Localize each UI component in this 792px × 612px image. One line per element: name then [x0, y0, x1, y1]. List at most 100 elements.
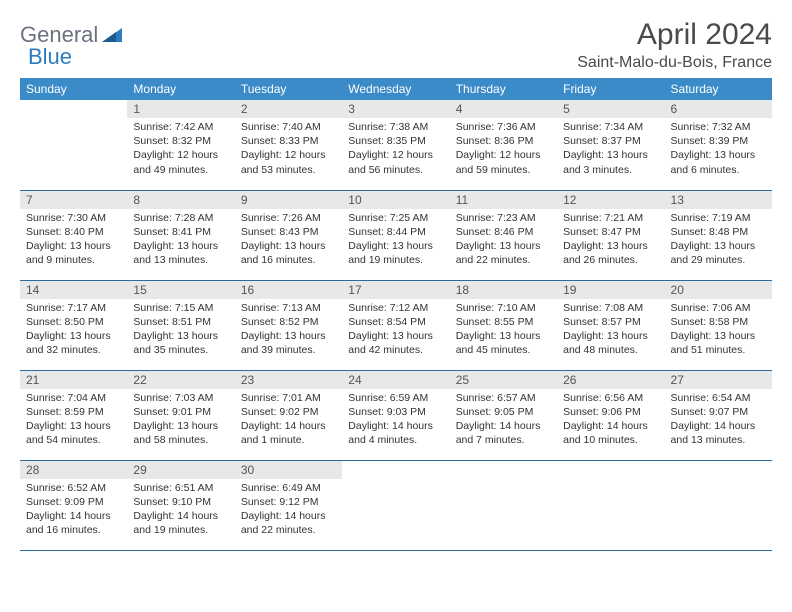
day-content: Sunrise: 7:32 AMSunset: 8:39 PMDaylight:…: [665, 118, 772, 181]
day-number: 22: [127, 371, 234, 389]
day-content: Sunrise: 7:17 AMSunset: 8:50 PMDaylight:…: [20, 299, 127, 362]
calendar-cell: 20Sunrise: 7:06 AMSunset: 8:58 PMDayligh…: [665, 280, 772, 370]
day-number: 3: [342, 100, 449, 118]
calendar-cell: [20, 100, 127, 190]
calendar-cell: 28Sunrise: 6:52 AMSunset: 9:09 PMDayligh…: [20, 460, 127, 550]
day-number: 13: [665, 191, 772, 209]
day-content: Sunrise: 7:06 AMSunset: 8:58 PMDaylight:…: [665, 299, 772, 362]
day-number: 28: [20, 461, 127, 479]
calendar-cell: 14Sunrise: 7:17 AMSunset: 8:50 PMDayligh…: [20, 280, 127, 370]
calendar-cell: 19Sunrise: 7:08 AMSunset: 8:57 PMDayligh…: [557, 280, 664, 370]
calendar-cell: 6Sunrise: 7:32 AMSunset: 8:39 PMDaylight…: [665, 100, 772, 190]
day-number: 21: [20, 371, 127, 389]
calendar-cell: [557, 460, 664, 550]
calendar-cell: 7Sunrise: 7:30 AMSunset: 8:40 PMDaylight…: [20, 190, 127, 280]
calendar-cell: 4Sunrise: 7:36 AMSunset: 8:36 PMDaylight…: [450, 100, 557, 190]
weekday-header-row: Sunday Monday Tuesday Wednesday Thursday…: [20, 78, 772, 100]
day-content: Sunrise: 6:57 AMSunset: 9:05 PMDaylight:…: [450, 389, 557, 452]
day-number: 15: [127, 281, 234, 299]
calendar-cell: 1Sunrise: 7:42 AMSunset: 8:32 PMDaylight…: [127, 100, 234, 190]
day-number: 18: [450, 281, 557, 299]
day-content: Sunrise: 7:38 AMSunset: 8:35 PMDaylight:…: [342, 118, 449, 181]
day-content: Sunrise: 7:25 AMSunset: 8:44 PMDaylight:…: [342, 209, 449, 272]
day-content: Sunrise: 7:42 AMSunset: 8:32 PMDaylight:…: [127, 118, 234, 181]
weekday-header: Monday: [127, 78, 234, 100]
calendar-cell: 9Sunrise: 7:26 AMSunset: 8:43 PMDaylight…: [235, 190, 342, 280]
day-content: Sunrise: 7:40 AMSunset: 8:33 PMDaylight:…: [235, 118, 342, 181]
weekday-header: Wednesday: [342, 78, 449, 100]
calendar-cell: 16Sunrise: 7:13 AMSunset: 8:52 PMDayligh…: [235, 280, 342, 370]
calendar-cell: 2Sunrise: 7:40 AMSunset: 8:33 PMDaylight…: [235, 100, 342, 190]
day-number: 29: [127, 461, 234, 479]
day-content: Sunrise: 7:13 AMSunset: 8:52 PMDaylight:…: [235, 299, 342, 362]
day-number: 4: [450, 100, 557, 118]
calendar-cell: 18Sunrise: 7:10 AMSunset: 8:55 PMDayligh…: [450, 280, 557, 370]
day-content: Sunrise: 7:26 AMSunset: 8:43 PMDaylight:…: [235, 209, 342, 272]
day-number: 2: [235, 100, 342, 118]
day-number: 1: [127, 100, 234, 118]
calendar-week-row: 1Sunrise: 7:42 AMSunset: 8:32 PMDaylight…: [20, 100, 772, 190]
month-title: April 2024: [577, 18, 772, 52]
day-number: 24: [342, 371, 449, 389]
weekday-header: Thursday: [450, 78, 557, 100]
calendar-cell: 23Sunrise: 7:01 AMSunset: 9:02 PMDayligh…: [235, 370, 342, 460]
day-number: 25: [450, 371, 557, 389]
calendar-cell: 3Sunrise: 7:38 AMSunset: 8:35 PMDaylight…: [342, 100, 449, 190]
day-number: 11: [450, 191, 557, 209]
day-content: Sunrise: 7:10 AMSunset: 8:55 PMDaylight:…: [450, 299, 557, 362]
day-content: Sunrise: 7:36 AMSunset: 8:36 PMDaylight:…: [450, 118, 557, 181]
calendar-cell: 26Sunrise: 6:56 AMSunset: 9:06 PMDayligh…: [557, 370, 664, 460]
header: General April 2024 Saint-Malo-du-Bois, F…: [20, 18, 772, 72]
calendar-cell: 25Sunrise: 6:57 AMSunset: 9:05 PMDayligh…: [450, 370, 557, 460]
day-content: Sunrise: 7:12 AMSunset: 8:54 PMDaylight:…: [342, 299, 449, 362]
calendar-cell: 24Sunrise: 6:59 AMSunset: 9:03 PMDayligh…: [342, 370, 449, 460]
weekday-header: Tuesday: [235, 78, 342, 100]
day-number: 12: [557, 191, 664, 209]
calendar-week-row: 28Sunrise: 6:52 AMSunset: 9:09 PMDayligh…: [20, 460, 772, 550]
day-number: 26: [557, 371, 664, 389]
day-content: Sunrise: 7:23 AMSunset: 8:46 PMDaylight:…: [450, 209, 557, 272]
day-content: Sunrise: 6:52 AMSunset: 9:09 PMDaylight:…: [20, 479, 127, 542]
day-content: Sunrise: 7:04 AMSunset: 8:59 PMDaylight:…: [20, 389, 127, 452]
calendar-cell: [665, 460, 772, 550]
calendar-cell: 29Sunrise: 6:51 AMSunset: 9:10 PMDayligh…: [127, 460, 234, 550]
calendar-cell: 5Sunrise: 7:34 AMSunset: 8:37 PMDaylight…: [557, 100, 664, 190]
day-content: Sunrise: 7:34 AMSunset: 8:37 PMDaylight:…: [557, 118, 664, 181]
location-label: Saint-Malo-du-Bois, France: [577, 54, 772, 72]
day-number: 7: [20, 191, 127, 209]
calendar-cell: 8Sunrise: 7:28 AMSunset: 8:41 PMDaylight…: [127, 190, 234, 280]
day-number: 10: [342, 191, 449, 209]
day-number: 27: [665, 371, 772, 389]
calendar-table: Sunday Monday Tuesday Wednesday Thursday…: [20, 78, 772, 551]
day-content: Sunrise: 7:30 AMSunset: 8:40 PMDaylight:…: [20, 209, 127, 272]
title-block: April 2024 Saint-Malo-du-Bois, France: [577, 18, 772, 72]
calendar-week-row: 7Sunrise: 7:30 AMSunset: 8:40 PMDaylight…: [20, 190, 772, 280]
logo-triangle-icon: [102, 24, 122, 47]
day-content: Sunrise: 7:15 AMSunset: 8:51 PMDaylight:…: [127, 299, 234, 362]
calendar-week-row: 21Sunrise: 7:04 AMSunset: 8:59 PMDayligh…: [20, 370, 772, 460]
calendar-cell: 12Sunrise: 7:21 AMSunset: 8:47 PMDayligh…: [557, 190, 664, 280]
day-number: 20: [665, 281, 772, 299]
day-content: Sunrise: 7:01 AMSunset: 9:02 PMDaylight:…: [235, 389, 342, 452]
day-content: Sunrise: 7:08 AMSunset: 8:57 PMDaylight:…: [557, 299, 664, 362]
weekday-header: Saturday: [665, 78, 772, 100]
day-number: 5: [557, 100, 664, 118]
day-content: Sunrise: 6:51 AMSunset: 9:10 PMDaylight:…: [127, 479, 234, 542]
calendar-cell: 27Sunrise: 6:54 AMSunset: 9:07 PMDayligh…: [665, 370, 772, 460]
calendar-cell: 15Sunrise: 7:15 AMSunset: 8:51 PMDayligh…: [127, 280, 234, 370]
day-content: Sunrise: 6:56 AMSunset: 9:06 PMDaylight:…: [557, 389, 664, 452]
calendar-cell: 22Sunrise: 7:03 AMSunset: 9:01 PMDayligh…: [127, 370, 234, 460]
calendar-cell: 13Sunrise: 7:19 AMSunset: 8:48 PMDayligh…: [665, 190, 772, 280]
weekday-header: Sunday: [20, 78, 127, 100]
day-content: Sunrise: 6:59 AMSunset: 9:03 PMDaylight:…: [342, 389, 449, 452]
calendar-cell: 17Sunrise: 7:12 AMSunset: 8:54 PMDayligh…: [342, 280, 449, 370]
calendar-cell: [450, 460, 557, 550]
calendar-week-row: 14Sunrise: 7:17 AMSunset: 8:50 PMDayligh…: [20, 280, 772, 370]
day-number: 19: [557, 281, 664, 299]
day-number: 8: [127, 191, 234, 209]
weekday-header: Friday: [557, 78, 664, 100]
day-content: Sunrise: 6:49 AMSunset: 9:12 PMDaylight:…: [235, 479, 342, 542]
calendar-body: 1Sunrise: 7:42 AMSunset: 8:32 PMDaylight…: [20, 100, 772, 550]
calendar-cell: 30Sunrise: 6:49 AMSunset: 9:12 PMDayligh…: [235, 460, 342, 550]
calendar-cell: 10Sunrise: 7:25 AMSunset: 8:44 PMDayligh…: [342, 190, 449, 280]
